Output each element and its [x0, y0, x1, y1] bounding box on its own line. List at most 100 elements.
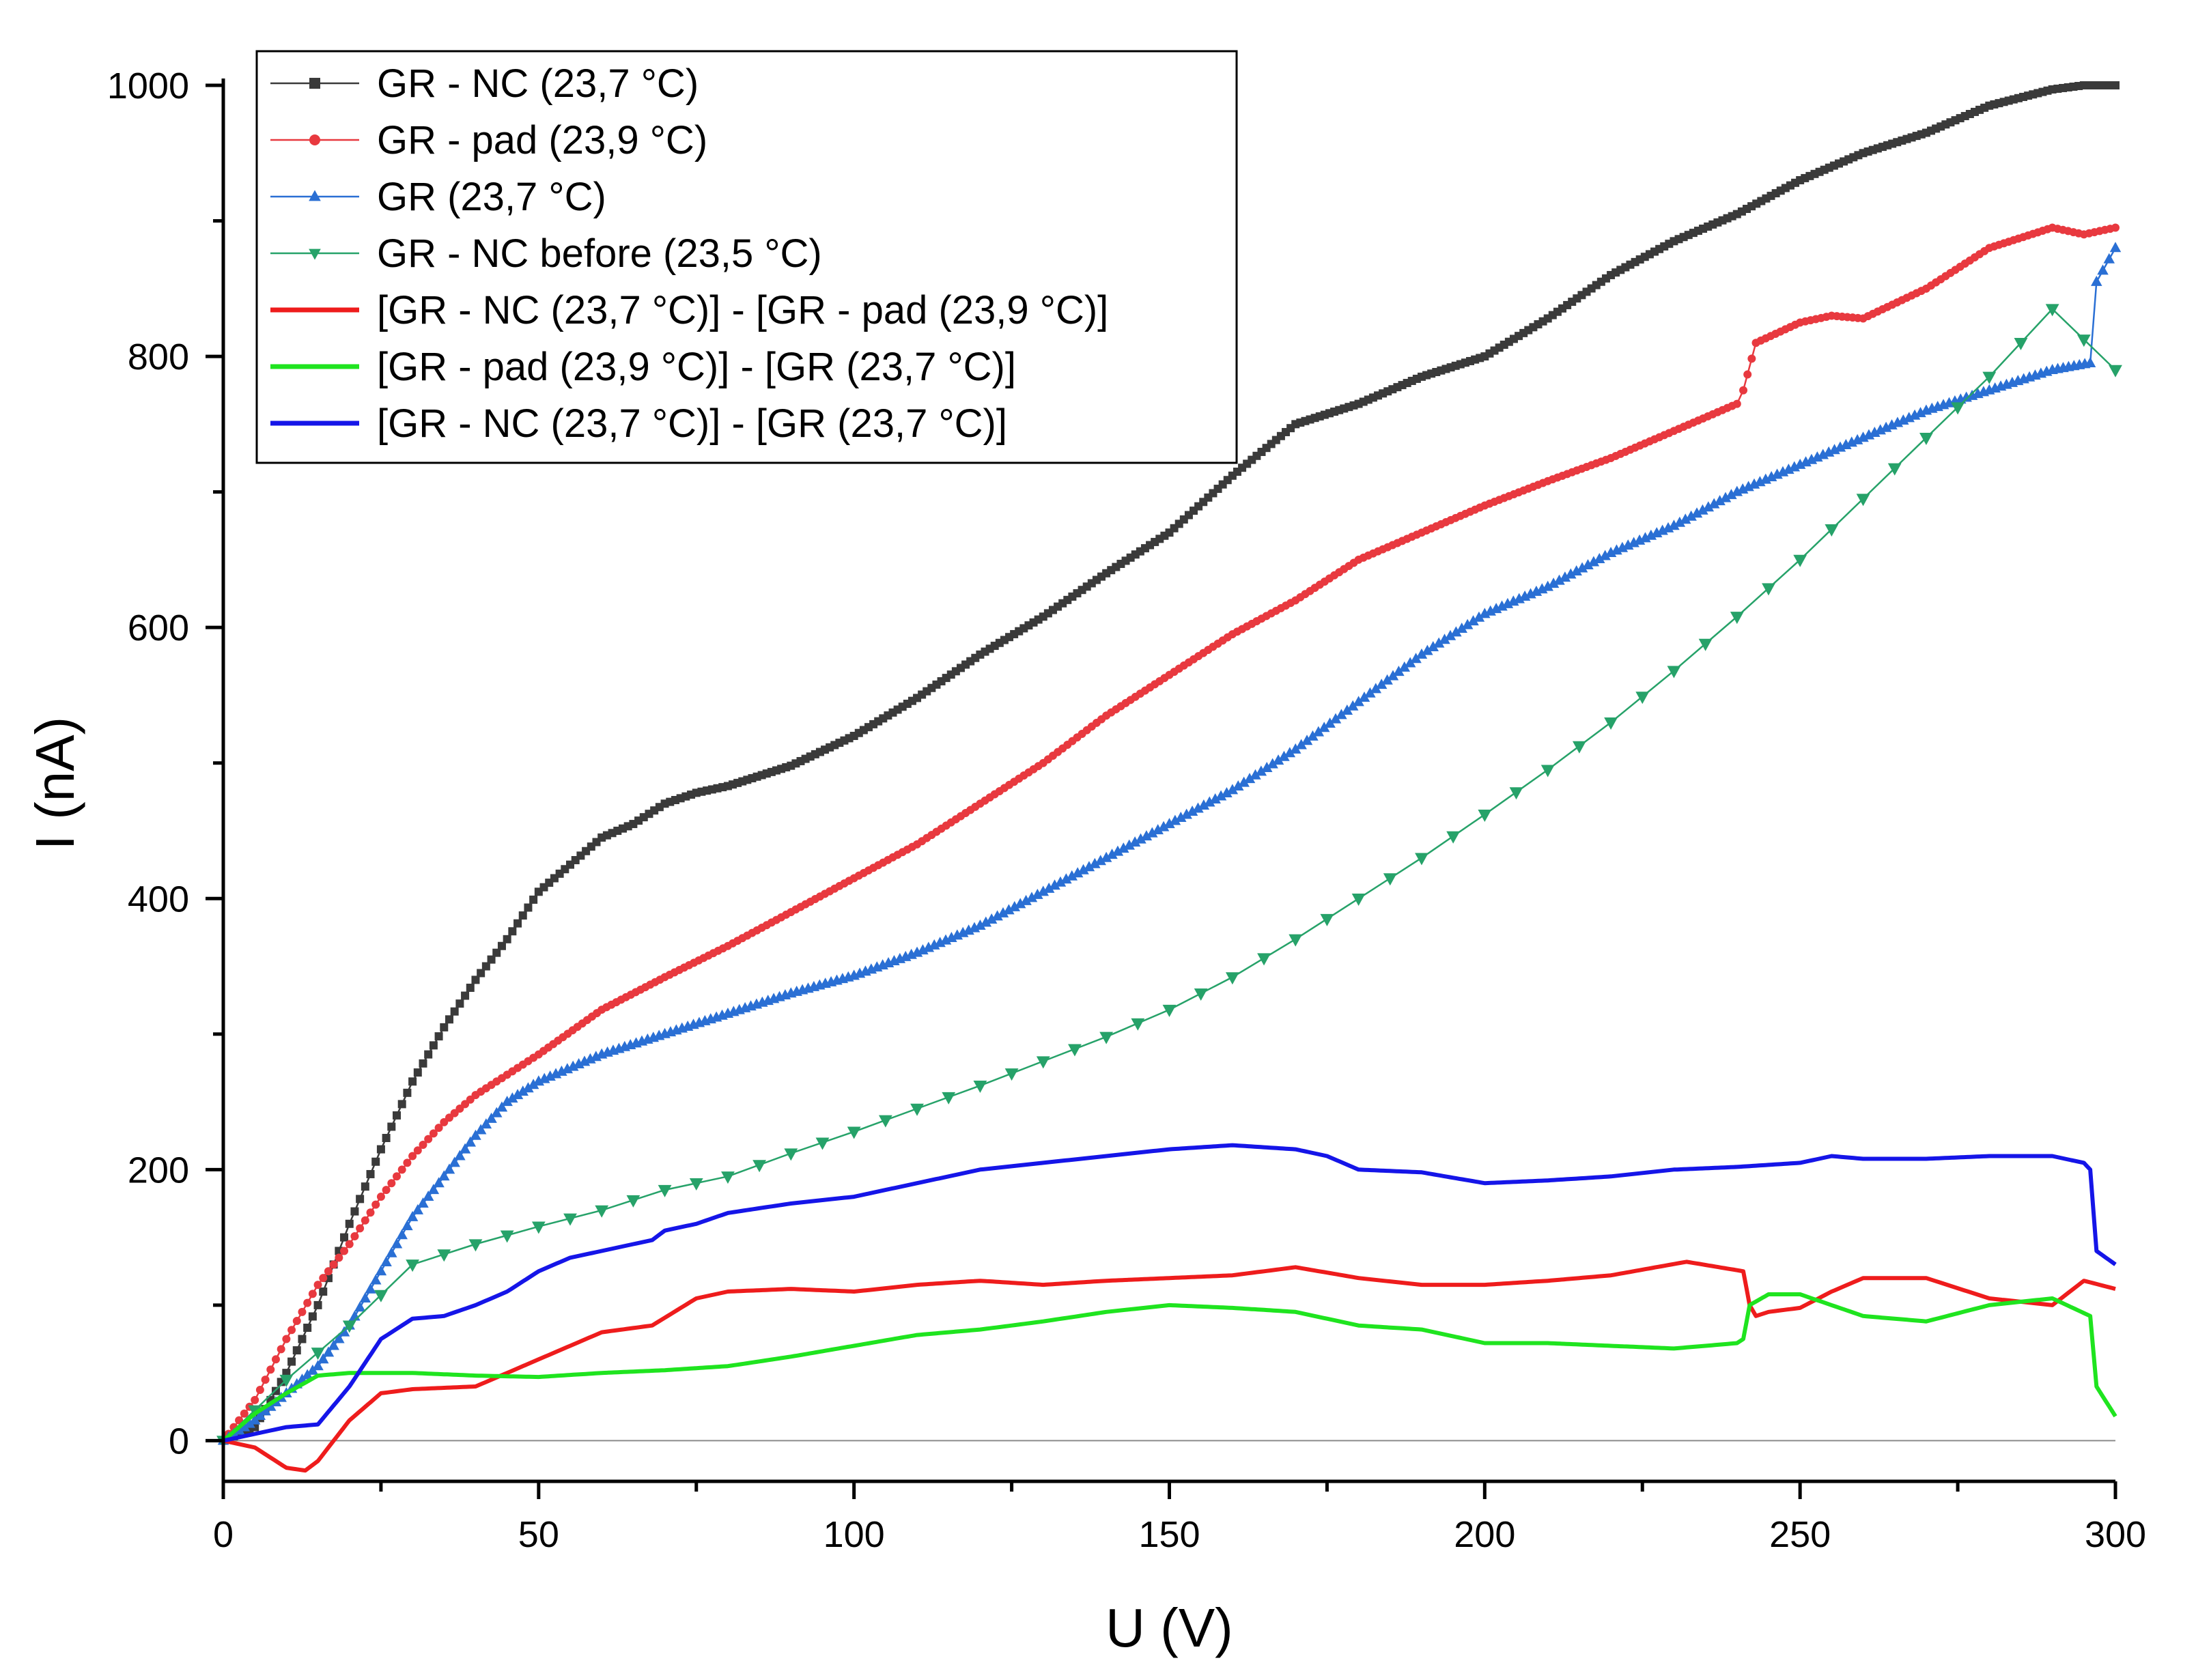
series-3-marker [427, 1184, 440, 1195]
series-3-marker [991, 910, 1003, 921]
series-3-marker [1272, 754, 1284, 765]
series-3-marker [1674, 516, 1686, 527]
series-4-marker [973, 1081, 987, 1094]
series-2-marker [303, 1298, 312, 1307]
series-1-marker [313, 1300, 322, 1309]
series-4-marker [1068, 1044, 1082, 1057]
series-6-line [222, 1292, 2117, 1442]
series-4-marker [1572, 741, 1586, 754]
series-2-marker [434, 1124, 443, 1133]
x-tick-label: 0 [213, 1514, 234, 1555]
x-tick-label: 300 [2085, 1514, 2146, 1555]
series-3-marker [338, 1326, 350, 1337]
series-3-marker [1112, 845, 1124, 856]
series-3-marker [1186, 806, 1198, 816]
series-1-marker [524, 903, 533, 912]
series-3-marker [1353, 696, 1364, 707]
series-3-marker [1020, 894, 1032, 905]
series-4-marker [279, 1374, 294, 1387]
series-3-marker [1375, 679, 1388, 689]
series-3-marker [1553, 574, 1565, 585]
series-3-marker [1261, 761, 1273, 772]
x-tick-label: 150 [1138, 1514, 1200, 1555]
series-2-marker [255, 1385, 264, 1394]
series-4 [216, 304, 2122, 1449]
series-3-marker [1295, 739, 1307, 750]
series-4-marker [1036, 1056, 1050, 1069]
series-4-marker [2077, 334, 2091, 347]
series-3-marker [1100, 851, 1112, 862]
series-3-marker [417, 1197, 429, 1208]
series-4-marker [342, 1320, 356, 1333]
series-3-marker [1135, 833, 1146, 844]
series-2-marker [413, 1146, 422, 1155]
series-4-marker [1257, 953, 1271, 966]
series-4-marker [942, 1092, 956, 1105]
series-2-marker [324, 1267, 333, 1276]
series-2-marker [1747, 354, 1756, 363]
series-3-marker [1003, 904, 1015, 915]
series-3-marker [354, 1301, 366, 1312]
series-4-marker [1698, 638, 1713, 651]
series-3-marker [491, 1107, 503, 1117]
series-3-marker [480, 1118, 492, 1129]
series-3-marker [2084, 357, 2096, 368]
series-2-marker [356, 1224, 365, 1233]
series-2-marker [308, 1290, 317, 1298]
series-1-marker [487, 955, 496, 964]
series-1-marker [1485, 349, 1494, 358]
series-3-marker [496, 1101, 508, 1112]
series-2-marker [403, 1158, 412, 1167]
legend-swatch-marker [309, 134, 320, 145]
series-4-marker [1351, 894, 1366, 907]
series-3-marker [322, 1346, 335, 1357]
series-3-marker [1192, 802, 1204, 813]
series-3-marker [365, 1283, 376, 1294]
series-4-marker [1730, 612, 1744, 625]
series-3-marker [1719, 492, 1732, 502]
series-1-marker [298, 1335, 307, 1343]
series-4-marker [2014, 338, 2028, 351]
series-3-marker [980, 916, 992, 927]
series-2-marker [397, 1165, 406, 1174]
series-3-marker [1404, 657, 1416, 668]
series-3-marker [1387, 670, 1399, 681]
series-3-marker [1301, 735, 1313, 745]
series-2-marker [313, 1281, 322, 1290]
series-3-marker [443, 1163, 455, 1174]
series-3-marker [1370, 683, 1382, 694]
series-3-marker [1318, 722, 1330, 732]
series-7-line [223, 1143, 2117, 1443]
series-2-marker [1739, 386, 1748, 395]
series-1-marker [461, 991, 470, 1000]
axes: 0 50 100 150 200 250 300 0 200 400 600 800 1000 U (V)… [25, 66, 2146, 1658]
legend-label: GR - NC (23,7 °C) [377, 61, 699, 106]
legend-label: GR - NC before (23,5 °C) [377, 231, 822, 276]
series-3-marker [1215, 790, 1227, 801]
series-3-marker [1450, 626, 1462, 637]
series-3-marker [1393, 666, 1405, 677]
series-4-marker [1478, 809, 1492, 822]
series-4-marker [1509, 787, 1523, 800]
series-2-marker [1743, 370, 1752, 379]
series-3-marker [1714, 495, 1726, 506]
series-4-marker [1604, 717, 1618, 730]
series-5 [223, 1259, 2116, 1473]
series-4-marker [626, 1195, 640, 1208]
series-1-marker [287, 1357, 296, 1366]
series-4-marker [1289, 934, 1303, 947]
series-2-marker [382, 1186, 391, 1195]
series-3-marker [1123, 839, 1135, 850]
y-tick-label: 1000 [107, 66, 189, 106]
series-3-marker [1341, 704, 1353, 715]
series-3-marker [391, 1238, 403, 1249]
series-3-marker [1089, 857, 1101, 868]
series-3-marker [1204, 796, 1215, 807]
x-axis-title: U (V) [1106, 1597, 1233, 1658]
series-1-marker [503, 935, 511, 943]
series-3-marker [1209, 793, 1221, 803]
series-1-marker [382, 1134, 391, 1143]
series-1-marker [497, 941, 506, 950]
series-2-marker [319, 1274, 328, 1283]
